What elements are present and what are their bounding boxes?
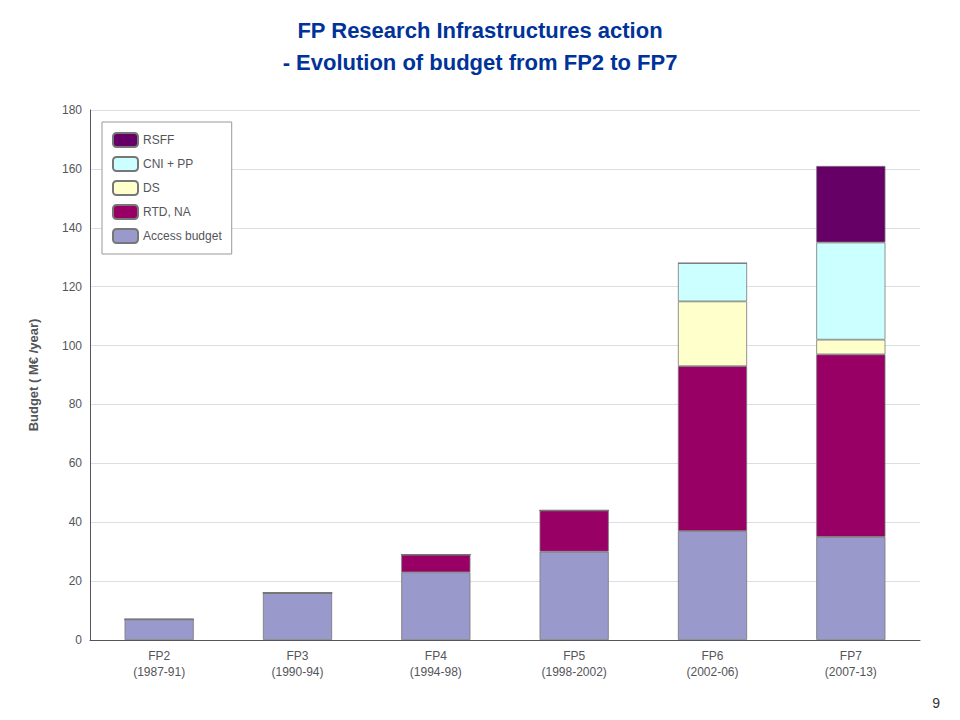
svg-text:- Evolution of budget from FP2: - Evolution of budget from FP2 to FP7 [283,50,678,75]
svg-text:(1990-94): (1990-94) [271,665,323,679]
svg-text:FP4: FP4 [425,649,447,663]
svg-text:RSFF: RSFF [143,133,174,147]
svg-text:FP7: FP7 [840,649,862,663]
svg-text:40: 40 [69,515,83,529]
svg-text:20: 20 [69,574,83,588]
svg-text:(2007-13): (2007-13) [825,665,877,679]
svg-text:FP5: FP5 [563,649,585,663]
svg-text:160: 160 [62,162,82,176]
svg-text:FP3: FP3 [286,649,308,663]
svg-text:120: 120 [62,280,82,294]
svg-text:80: 80 [69,397,83,411]
svg-text:Budget ( M€ /year): Budget ( M€ /year) [26,319,41,432]
svg-text:FP6: FP6 [701,649,723,663]
svg-text:DS: DS [143,181,160,195]
svg-text:Access budget: Access budget [143,229,222,243]
svg-text:60: 60 [69,456,83,470]
svg-text:RTD, NA: RTD, NA [143,205,191,219]
svg-text:(1998-2002): (1998-2002) [541,665,606,679]
svg-text:100: 100 [62,339,82,353]
svg-text:FP Research Infrastructures ac: FP Research Infrastructures action [297,18,662,43]
svg-text:(1994-98): (1994-98) [410,665,462,679]
svg-text:180: 180 [62,103,82,117]
svg-text:FP2: FP2 [148,649,170,663]
svg-text:9: 9 [932,695,940,711]
svg-text:0: 0 [75,633,82,647]
svg-text:140: 140 [62,221,82,235]
svg-text:(2002-06): (2002-06) [686,665,738,679]
svg-text:(1987-91): (1987-91) [133,665,185,679]
svg-text:CNI + PP: CNI + PP [143,157,193,171]
